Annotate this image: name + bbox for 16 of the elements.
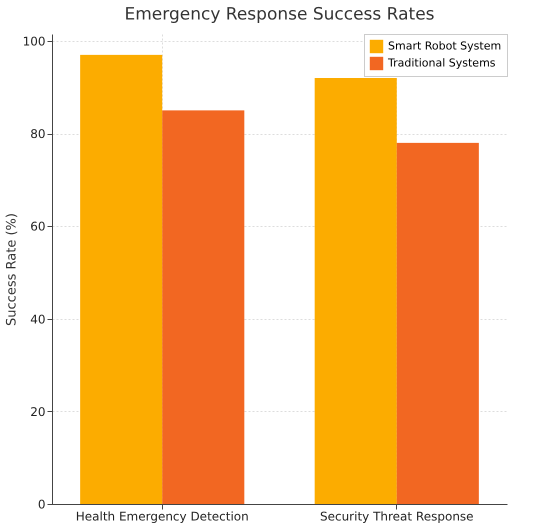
chart-title: Emergency Response Success Rates (124, 4, 435, 24)
bar (80, 54, 162, 504)
y-tick-label: 20 (30, 404, 46, 419)
y-axis-title: Success Rate (%) (4, 213, 20, 326)
y-tick-label: 60 (30, 220, 46, 234)
y-tick-label: 0 (38, 498, 46, 512)
y-tick-label: 40 (30, 312, 46, 326)
bar (396, 142, 479, 504)
y-tick-label: 100 (22, 34, 46, 48)
x-tick-label: Security Threat Response (320, 510, 474, 524)
y-tick-label: 80 (30, 127, 46, 142)
bar (162, 110, 244, 504)
legend-label: Smart Robot System (388, 40, 502, 52)
x-tick-label: Health Emergency Detection (76, 510, 249, 524)
bar (314, 78, 397, 504)
legend-label: Traditional Systems (387, 56, 496, 70)
